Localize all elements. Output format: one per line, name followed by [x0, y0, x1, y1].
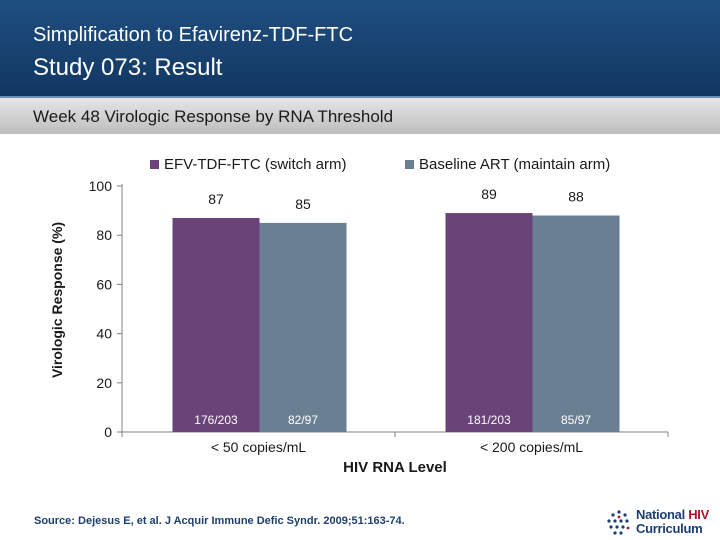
bar-count-label: 176/203 [194, 413, 238, 427]
section-bar [0, 98, 720, 134]
banner-divider [0, 96, 720, 98]
section-title: Week 48 Virologic Response by RNA Thresh… [33, 107, 394, 126]
bar-value-label: 89 [481, 186, 497, 202]
bar-count-label: 85/97 [561, 413, 591, 427]
globe-dots-icon [607, 510, 630, 535]
slide-subtitle: Study 073: Result [33, 54, 223, 81]
bar-chart: EFV-TDF-FTC (switch arm) Baseline ART (ma… [49, 156, 669, 476]
x-category-label: < 50 copies/mL [211, 439, 307, 455]
logo-word-hiv: HIV [688, 507, 709, 522]
title-banner [0, 0, 720, 98]
legend-swatch [150, 160, 159, 169]
bar-count-label: 82/97 [288, 413, 318, 427]
logo-word-curriculum: Curriculum [636, 521, 703, 536]
logo-text: National HIV Curriculum [636, 508, 709, 536]
slide-title: Simplification to Efavirenz-TDF-FTC [33, 24, 354, 46]
bar-value-label: 85 [295, 196, 311, 212]
y-tick-label: 60 [96, 276, 112, 292]
y-tick-label: 100 [89, 178, 113, 194]
y-axis-label: Virologic Response (%) [49, 222, 65, 378]
bar [172, 217, 260, 432]
legend-label: Baseline ART (maintain arm) [419, 156, 610, 173]
y-tick-label: 20 [96, 375, 112, 391]
x-axis-label: HIV RNA Level [343, 459, 447, 476]
bar-value-label: 88 [568, 189, 584, 205]
bar-value-label: 87 [208, 191, 224, 207]
legend-label: EFV-TDF-FTC (switch arm) [164, 156, 346, 173]
y-tick-label: 40 [96, 326, 112, 342]
bar [259, 222, 347, 432]
x-category-label: < 200 copies/mL [480, 439, 583, 455]
y-tick-label: 0 [104, 424, 112, 440]
logo: National HIV Curriculum [606, 508, 716, 538]
bar [532, 215, 620, 432]
legend-swatch [405, 160, 414, 169]
bar-count-label: 181/203 [467, 413, 511, 427]
source-citation: Source: Dejesus E, et al. J Acquir Immun… [34, 515, 405, 527]
y-tick-label: 80 [96, 227, 112, 243]
logo-word-national: National [636, 507, 685, 522]
bar [445, 213, 533, 432]
